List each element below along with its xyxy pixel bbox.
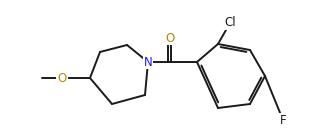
Text: F: F (280, 113, 286, 126)
Text: O: O (57, 72, 67, 85)
Text: N: N (144, 55, 152, 68)
Text: Cl: Cl (224, 16, 236, 29)
Text: O: O (166, 32, 175, 45)
